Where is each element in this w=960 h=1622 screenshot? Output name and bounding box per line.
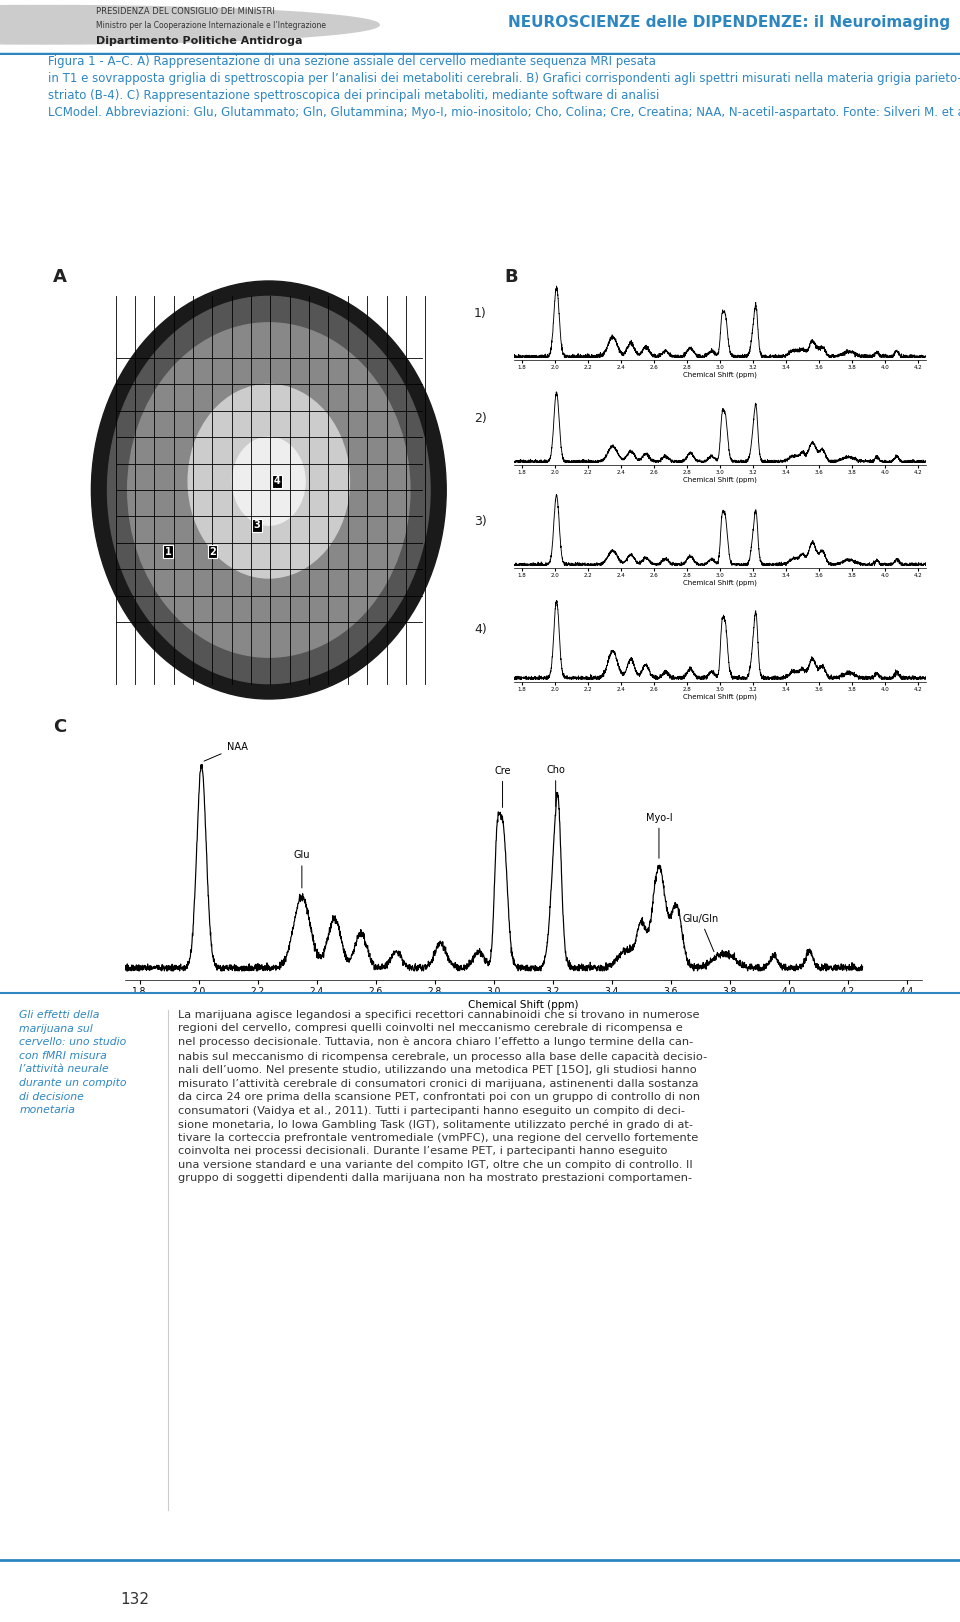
Ellipse shape bbox=[91, 281, 446, 699]
Ellipse shape bbox=[108, 297, 430, 683]
Circle shape bbox=[0, 5, 379, 44]
Text: Myo-I: Myo-I bbox=[646, 813, 672, 858]
Text: 4): 4) bbox=[474, 623, 487, 636]
Text: 2): 2) bbox=[474, 412, 487, 425]
Text: PRESIDENZA DEL CONSIGLIO DEI MINISTRI: PRESIDENZA DEL CONSIGLIO DEI MINISTRI bbox=[96, 6, 275, 16]
Text: 4: 4 bbox=[274, 477, 280, 487]
Text: Ministro per la Cooperazione Internazionale e l’Integrazione: Ministro per la Cooperazione Internazion… bbox=[96, 21, 326, 29]
Text: Dipartimento Politiche Antidroga: Dipartimento Politiche Antidroga bbox=[96, 36, 302, 45]
Text: 2: 2 bbox=[209, 547, 216, 556]
Text: Figura 1 - A–C. A) Rappresentazione di una sezione assiale del cervello mediante: Figura 1 - A–C. A) Rappresentazione di u… bbox=[48, 55, 960, 118]
Text: La marijuana agisce legandosi a specifici recettori cannabinoidi che si trovano : La marijuana agisce legandosi a specific… bbox=[178, 1011, 707, 1182]
X-axis label: Chemical Shift (ppm): Chemical Shift (ppm) bbox=[684, 477, 756, 483]
Text: NAA: NAA bbox=[204, 743, 248, 761]
Text: Glu/Gln: Glu/Gln bbox=[683, 913, 718, 952]
Text: B: B bbox=[504, 268, 517, 285]
Ellipse shape bbox=[188, 384, 349, 577]
Text: 1): 1) bbox=[474, 307, 487, 320]
Ellipse shape bbox=[128, 323, 410, 657]
Text: 1: 1 bbox=[164, 547, 172, 556]
Text: Cre: Cre bbox=[494, 766, 511, 808]
Text: Glu: Glu bbox=[294, 850, 310, 887]
X-axis label: Chemical Shift (ppm): Chemical Shift (ppm) bbox=[684, 371, 756, 378]
Text: 132: 132 bbox=[120, 1593, 149, 1607]
Text: 3: 3 bbox=[253, 521, 260, 530]
Text: 3): 3) bbox=[474, 514, 487, 527]
Ellipse shape bbox=[232, 438, 305, 526]
Text: NEUROSCIENZE delle DIPENDENZE: il Neuroimaging: NEUROSCIENZE delle DIPENDENZE: il Neuroi… bbox=[508, 15, 950, 29]
Text: C: C bbox=[53, 719, 66, 736]
X-axis label: Chemical Shift (ppm): Chemical Shift (ppm) bbox=[684, 694, 756, 701]
X-axis label: Chemical Shift (ppm): Chemical Shift (ppm) bbox=[684, 581, 756, 587]
Text: A: A bbox=[53, 268, 66, 285]
X-axis label: Chemical Shift (ppm): Chemical Shift (ppm) bbox=[468, 1001, 579, 1011]
Text: Cho: Cho bbox=[546, 766, 565, 806]
Text: Gli effetti della
marijuana sul
cervello: uno studio
con fMRI misura
l’attività : Gli effetti della marijuana sul cervello… bbox=[19, 1011, 127, 1116]
